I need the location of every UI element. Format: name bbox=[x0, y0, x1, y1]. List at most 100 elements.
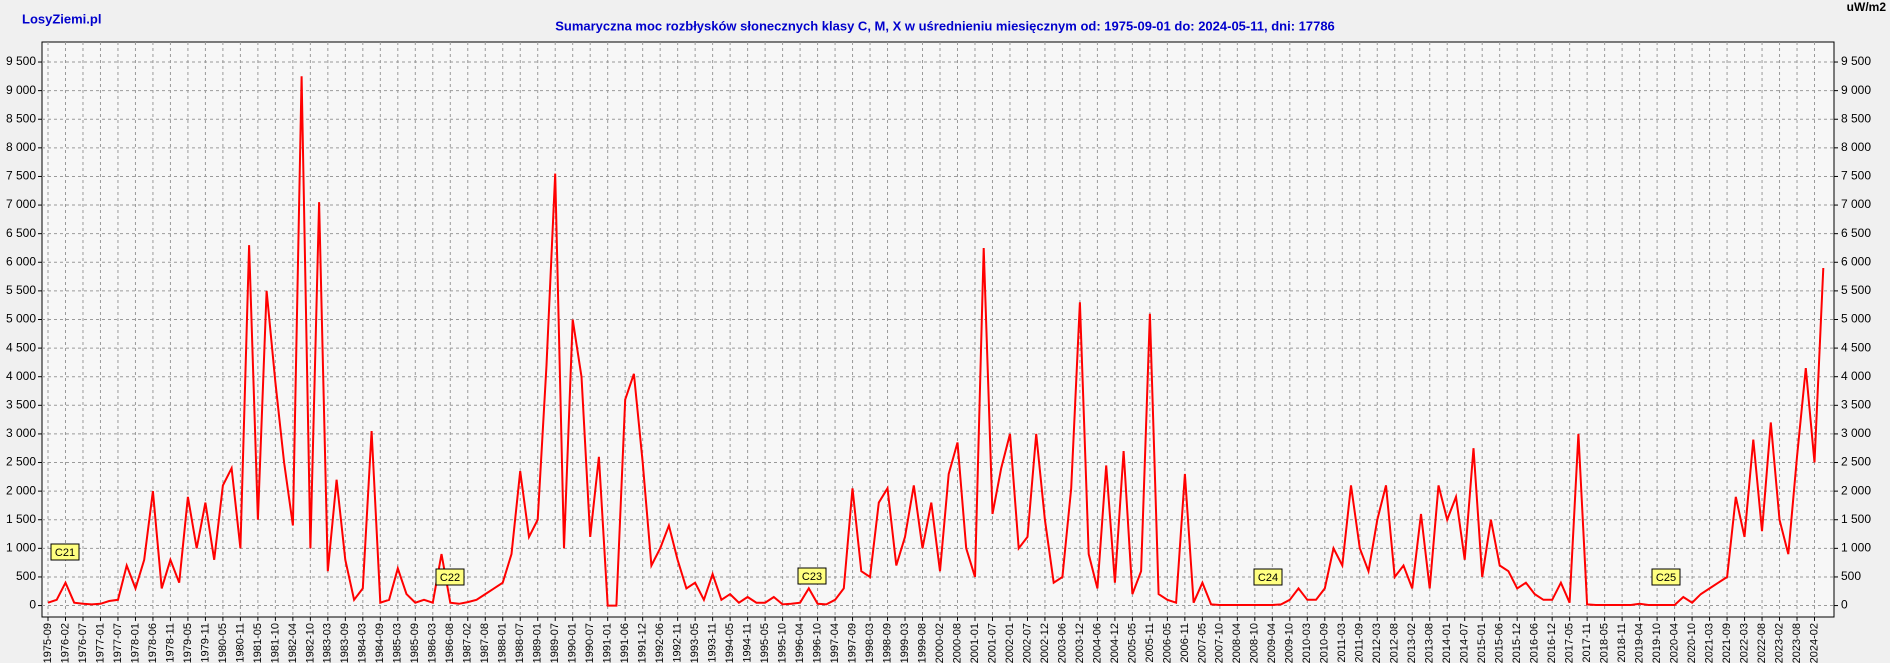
x-tick-label: 2022-08 bbox=[1756, 623, 1768, 663]
x-tick-label: 2016-06 bbox=[1529, 623, 1541, 663]
y-tick-label-right: 3 000 bbox=[1841, 426, 1871, 440]
x-tick-label: 2000-02 bbox=[934, 623, 946, 663]
x-tick-label: 2003-12 bbox=[1074, 623, 1086, 663]
x-tick-label: 1982-10 bbox=[304, 623, 316, 663]
x-tick-label: 2022-03 bbox=[1738, 623, 1750, 663]
x-tick-label: 2016-12 bbox=[1546, 623, 1558, 663]
x-tick-label: 2008-04 bbox=[1231, 623, 1243, 663]
x-tick-label: 2007-10 bbox=[1214, 623, 1226, 663]
y-tick-label-right: 1 000 bbox=[1841, 541, 1871, 555]
x-tick-label: 1975-09 bbox=[42, 623, 54, 663]
y-tick-label: 7 000 bbox=[6, 197, 36, 211]
y-tick-label: 0 bbox=[29, 598, 36, 612]
y-tick-label: 500 bbox=[16, 569, 36, 583]
cycle-label: C23 bbox=[802, 571, 822, 583]
x-tick-label: 1994-11 bbox=[742, 623, 754, 663]
x-tick-label: 1988-07 bbox=[514, 623, 526, 663]
x-tick-label: 1994-05 bbox=[724, 623, 736, 663]
x-tick-label: 1982-04 bbox=[287, 623, 299, 663]
x-tick-label: 1992-11 bbox=[672, 623, 684, 663]
y-tick-label-right: 4 000 bbox=[1841, 369, 1871, 383]
cycle-box bbox=[435, 568, 465, 586]
x-tick-label: 2020-10 bbox=[1686, 623, 1698, 663]
y-tick-label: 6 000 bbox=[6, 254, 36, 268]
site-name: LosyZiemi.pl bbox=[22, 11, 101, 26]
x-tick-label: 2018-11 bbox=[1616, 623, 1628, 663]
x-tick-label: 2006-11 bbox=[1179, 623, 1191, 663]
y-tick-label: 9 000 bbox=[6, 83, 36, 97]
cycle-box bbox=[1651, 568, 1681, 586]
x-tick-label: 1991-06 bbox=[619, 623, 631, 663]
x-tick-label: 2021-09 bbox=[1721, 623, 1733, 663]
y-tick-label-right: 7 000 bbox=[1841, 197, 1871, 211]
x-tick-label: 2019-10 bbox=[1651, 623, 1663, 663]
x-tick-label: 2017-11 bbox=[1581, 623, 1593, 663]
x-tick-label: 2013-02 bbox=[1406, 623, 1418, 663]
cycle-box bbox=[1253, 568, 1283, 586]
y-tick-label: 6 500 bbox=[6, 226, 36, 240]
y-tick-label: 8 000 bbox=[6, 140, 36, 154]
y-tick-label: 4 500 bbox=[6, 340, 36, 354]
x-tick-label: 2024-02 bbox=[1808, 623, 1820, 663]
x-tick-label: 2004-06 bbox=[1091, 623, 1103, 663]
x-tick-label: 1978-11 bbox=[164, 623, 176, 663]
y-tick-label-right: 9 000 bbox=[1841, 83, 1871, 97]
y-tick-label-right: 5 500 bbox=[1841, 283, 1871, 297]
x-tick-label: 1979-05 bbox=[182, 623, 194, 663]
data-line bbox=[47, 76, 1825, 607]
x-tick-label: 2008-10 bbox=[1249, 623, 1261, 663]
y-tick-label: 2 000 bbox=[6, 483, 36, 497]
x-tick-label: 1998-09 bbox=[881, 623, 893, 663]
x-tick-label: 1998-03 bbox=[864, 623, 876, 663]
cycle-box bbox=[50, 543, 80, 561]
y-tick-label-right: 8 000 bbox=[1841, 140, 1871, 154]
x-tick-label: 1976-02 bbox=[59, 623, 71, 663]
y-tick-label: 2 500 bbox=[6, 455, 36, 469]
x-tick-label: 1978-01 bbox=[129, 623, 141, 663]
y-tick-label-right: 3 500 bbox=[1841, 397, 1871, 411]
y-tick-label-right: 8 500 bbox=[1841, 111, 1871, 125]
x-tick-label: 1987-02 bbox=[462, 623, 474, 663]
x-tick-label: 1978-06 bbox=[147, 623, 159, 663]
x-tick-label: 2012-03 bbox=[1371, 623, 1383, 663]
x-tick-label: 1997-09 bbox=[846, 623, 858, 663]
y-tick-label-right: 2 500 bbox=[1841, 455, 1871, 469]
y-tick-label: 3 500 bbox=[6, 397, 36, 411]
y-tick-label-right: 5 000 bbox=[1841, 312, 1871, 326]
x-tick-label: 2006-05 bbox=[1161, 623, 1173, 663]
x-tick-label: 2001-07 bbox=[986, 623, 998, 663]
x-tick-label: 1986-03 bbox=[427, 623, 439, 663]
x-tick-label: 1996-10 bbox=[811, 623, 823, 663]
y-tick-label: 4 000 bbox=[6, 369, 36, 383]
x-tick-label: 2020-04 bbox=[1668, 623, 1680, 663]
x-tick-label: 2011-03 bbox=[1336, 623, 1348, 663]
x-tick-label: 1995-05 bbox=[759, 623, 771, 663]
x-tick-label: 1995-10 bbox=[776, 623, 788, 663]
x-tick-label: 2005-11 bbox=[1144, 623, 1156, 663]
cycle-box bbox=[797, 567, 827, 585]
x-tick-label: 2015-06 bbox=[1494, 623, 1506, 663]
x-tick-label: 2023-08 bbox=[1791, 623, 1803, 663]
x-tick-label: 2004-12 bbox=[1109, 623, 1121, 663]
x-tick-label: 2007-05 bbox=[1196, 623, 1208, 663]
y-tick-label: 3 000 bbox=[6, 426, 36, 440]
x-tick-label: 2010-09 bbox=[1319, 623, 1331, 663]
y-tick-label: 1 000 bbox=[6, 541, 36, 555]
x-tick-label: 2005-05 bbox=[1126, 623, 1138, 663]
x-tick-label: 2009-04 bbox=[1266, 623, 1278, 663]
x-tick-label: 2021-03 bbox=[1703, 623, 1715, 663]
x-tick-label: 1993-11 bbox=[707, 623, 719, 663]
y-tick-label-right: 9 500 bbox=[1841, 54, 1871, 68]
chart-title: Sumaryczna moc rozbłysków słonecznych kl… bbox=[555, 18, 1335, 33]
y-tick-label: 5 500 bbox=[6, 283, 36, 297]
x-tick-label: 2002-12 bbox=[1039, 623, 1051, 663]
x-tick-label: 1980-05 bbox=[217, 623, 229, 663]
x-tick-label: 1999-08 bbox=[916, 623, 928, 663]
x-tick-label: 1981-10 bbox=[269, 623, 281, 663]
x-tick-label: 1984-03 bbox=[357, 623, 369, 663]
y-tick-label-right: 2 000 bbox=[1841, 483, 1871, 497]
x-tick-label: 1983-09 bbox=[339, 623, 351, 663]
y-tick-label: 7 500 bbox=[6, 169, 36, 183]
